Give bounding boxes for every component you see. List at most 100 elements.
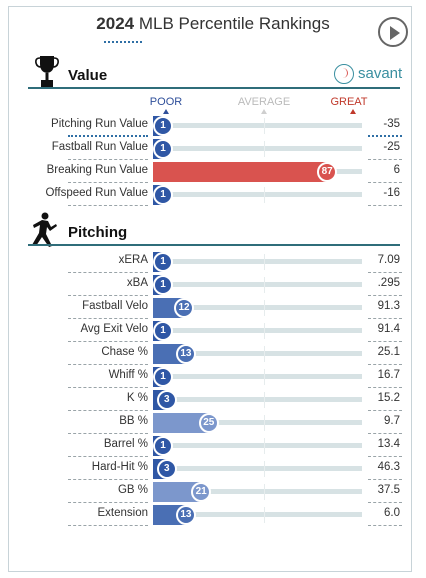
metric-value: 15.2 [377,392,400,404]
table-row: Fastball Velo 12 91.3 [0,297,426,319]
row-divider [68,387,148,388]
row-divider [368,295,402,296]
row-divider [68,295,148,296]
table-row: xERA 1 7.09 [0,251,426,273]
table-row: Extension 13 6.0 [0,504,426,526]
row-divider [68,341,148,342]
average-marker-icon [261,109,267,114]
percentile-track [153,420,362,425]
table-row: Avg Exit Velo 1 91.4 [0,320,426,342]
average-line [264,118,265,134]
percentile-badge[interactable]: 1 [153,436,173,456]
table-row: Breaking Run Value 87 6 [0,161,426,183]
title-underline [104,41,142,43]
percentile-badge[interactable]: 3 [156,390,177,410]
metric-value: 37.5 [377,484,400,496]
legend-poor: POOR [149,96,183,108]
section-divider-value [28,87,400,89]
metric-value: 7.09 [377,254,400,266]
row-divider [368,456,402,457]
average-line [264,369,265,385]
percentile-badge[interactable]: 1 [153,367,173,387]
metric-label: Extension [97,507,148,519]
row-divider [368,479,402,480]
savant-logo-text: savant [358,65,403,82]
percentile-badge[interactable]: 1 [153,275,173,295]
table-row: Pitching Run Value 1 -35 [0,115,426,137]
percentile-rankings-card [8,6,412,572]
row-divider [68,272,148,273]
metric-label: xERA [118,254,148,266]
table-row: Barrel % 1 13.4 [0,435,426,457]
table-row: GB % 21 37.5 [0,481,426,503]
row-divider [368,525,402,526]
metric-value: 16.7 [377,369,400,381]
average-line [264,141,265,157]
great-marker-icon [350,109,356,114]
row-divider [68,525,148,526]
average-line [264,187,265,203]
average-line [264,254,265,270]
row-divider [68,318,148,319]
percentile-track [153,305,362,310]
percentile-track [153,192,362,197]
table-row: Whiff % 1 16.7 [0,366,426,388]
percentile-badge[interactable]: 1 [153,252,173,272]
metric-value: -25 [383,141,400,153]
row-divider [368,410,402,411]
metric-label: GB % [117,484,148,496]
percentile-track [153,259,362,264]
metric-label: Chase % [101,346,148,358]
row-divider [68,456,148,457]
average-line [264,277,265,293]
row-divider [368,318,402,319]
table-row: Fastball Run Value 1 -25 [0,138,426,160]
section-divider-pitching [28,244,400,246]
percentile-track [153,328,362,333]
percentile-badge[interactable]: 3 [156,459,177,479]
metric-value: 91.4 [377,323,400,335]
percentile-badge[interactable]: 13 [175,344,196,364]
percentile-badge[interactable]: 1 [153,139,173,159]
percentile-track [153,123,362,128]
average-line [264,323,265,339]
percentile-track [153,146,362,151]
percentile-track [153,443,362,448]
savant-logo-icon [334,64,354,84]
row-divider [68,479,148,480]
row-divider [68,135,148,137]
metric-value: 13.4 [377,438,400,450]
average-line [264,461,265,477]
metric-value: -35 [383,118,400,130]
row-divider [368,502,402,503]
metric-value: 25.1 [377,346,400,358]
play-button[interactable] [378,17,408,47]
row-divider [68,159,148,160]
table-row: Chase % 13 25.1 [0,343,426,365]
title-year: 2024 [96,14,135,33]
percentile-badge[interactable]: 13 [175,505,196,525]
percentile-track [153,397,362,402]
row-divider [68,182,148,183]
section-title-value: Value [68,67,108,84]
metric-label: Fastball Velo [82,300,148,312]
metric-value: 6.0 [384,507,400,519]
average-line [264,392,265,408]
percentile-badge[interactable]: 12 [174,298,194,318]
poor-marker-icon [163,109,169,114]
metric-label: Hard-Hit % [91,461,148,473]
title-text: MLB Percentile Rankings [138,14,330,33]
row-divider [368,159,402,160]
percentile-badge[interactable]: 25 [198,413,219,433]
percentile-badge[interactable]: 1 [153,321,173,341]
percentile-badge[interactable]: 87 [317,162,338,182]
percentile-badge[interactable]: 21 [191,482,212,502]
metric-label: Breaking Run Value [46,164,148,176]
page-title: 2024 MLB Percentile Rankings [0,14,426,34]
row-divider [68,364,148,365]
metric-value: .295 [377,277,400,289]
percentile-badge[interactable]: 1 [153,116,173,136]
metric-label: Fastball Run Value [51,141,148,153]
percentile-badge[interactable]: 1 [153,185,173,205]
metric-value: 46.3 [377,461,400,473]
